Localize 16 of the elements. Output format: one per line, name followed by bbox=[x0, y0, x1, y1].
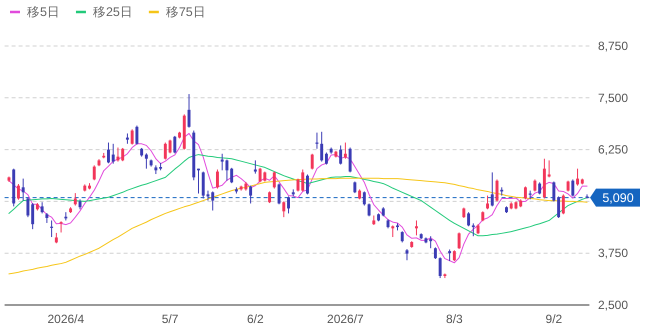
x-tick-label: 6/2 bbox=[247, 312, 264, 326]
x-tick-label: 8/3 bbox=[446, 312, 464, 326]
y-tick-label: 8,750 bbox=[598, 39, 628, 53]
y-tick-label: 6,250 bbox=[598, 142, 628, 157]
y-tick-label: 3,750 bbox=[598, 246, 628, 260]
ref-label: 5,090 bbox=[590, 188, 640, 207]
legend-label: 移25日 bbox=[92, 5, 133, 19]
x-tick-label: 2026/4 bbox=[47, 312, 85, 326]
y-tick-label: 2,500 bbox=[598, 298, 628, 312]
legend-label: 移5日 bbox=[27, 5, 60, 19]
y-tick-label: 7,500 bbox=[598, 90, 628, 105]
legend-label: 移75日 bbox=[166, 5, 206, 19]
ref-line-label: 5,090 bbox=[602, 191, 634, 206]
x-tick-label: 9/2 bbox=[546, 312, 563, 326]
x-tick-label: 5/7 bbox=[162, 312, 179, 326]
x-tick-label: 2026/7 bbox=[327, 312, 364, 326]
